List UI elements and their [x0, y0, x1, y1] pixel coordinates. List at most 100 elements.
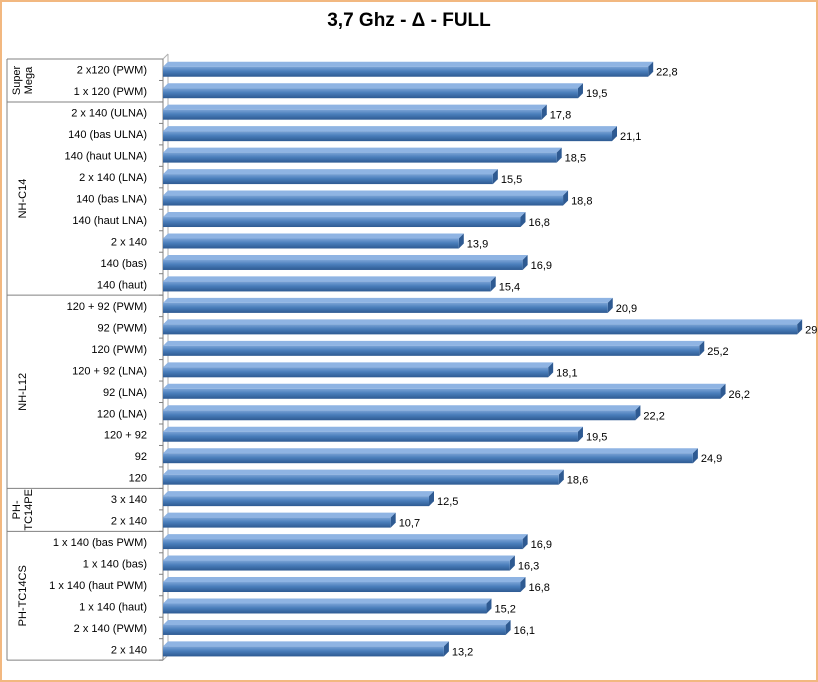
- bar: [163, 169, 498, 185]
- bar-front: [163, 367, 549, 378]
- bar: [163, 405, 641, 421]
- category-label: 140 (bas ULNA): [68, 129, 147, 141]
- category-label: 140 (haut LNA): [72, 215, 147, 227]
- chart-title: 3,7 Ghz - Δ - FULL: [327, 10, 491, 31]
- group-label: PH-TC14CS: [17, 565, 29, 626]
- category-label: 120: [129, 473, 147, 485]
- value-label: 21,1: [620, 131, 641, 143]
- bar-side: [548, 362, 554, 378]
- group-label: PH-TC14PE: [11, 489, 35, 531]
- bar-side: [556, 147, 562, 163]
- bar: [163, 61, 654, 77]
- bar: [163, 448, 698, 464]
- category-label: 1 x 120 (PWM): [74, 86, 147, 98]
- category-label: 92 (PWM): [98, 322, 148, 334]
- bar-side: [492, 169, 498, 185]
- value-label: 10,7: [399, 518, 420, 530]
- bar-front: [163, 259, 523, 270]
- bar-side: [429, 491, 434, 507]
- bar-top: [163, 426, 583, 432]
- category-label: 2 x120 (PWM): [77, 65, 147, 77]
- group-label: NH-C14: [17, 179, 29, 219]
- bar: [163, 383, 726, 399]
- value-label: 15,2: [494, 603, 515, 615]
- value-label: 17,8: [550, 110, 571, 122]
- bar-front: [163, 174, 493, 185]
- bar-front: [163, 217, 521, 228]
- bar-front: [163, 646, 444, 657]
- bar-side: [458, 233, 464, 249]
- value-label: 18,5: [565, 153, 586, 165]
- group-label-line: Super: [11, 65, 23, 95]
- bar-side: [390, 512, 396, 528]
- bar-top: [163, 254, 528, 260]
- bar-front: [163, 131, 613, 142]
- bar-front: [163, 624, 506, 635]
- bar-side: [699, 340, 705, 356]
- bar-top: [163, 619, 511, 625]
- bar: [163, 126, 618, 142]
- bar-side: [520, 212, 526, 228]
- group-label-line: PH-: [11, 500, 23, 519]
- value-label: 19,5: [586, 88, 607, 100]
- bar-front: [163, 560, 510, 571]
- category-label: 2 x 140: [111, 644, 147, 656]
- bar-top: [163, 491, 434, 497]
- bar-side: [509, 555, 515, 571]
- value-label: 16,3: [518, 561, 539, 573]
- bar-top: [163, 233, 464, 239]
- value-label: 19,5: [586, 432, 607, 444]
- bar: [163, 619, 511, 635]
- bar-front: [163, 539, 523, 550]
- bar-top: [163, 362, 554, 368]
- bar-side: [577, 426, 583, 442]
- bar-front: [163, 324, 798, 335]
- category-label: 1 x 140 (haut PWM): [49, 580, 147, 592]
- group-label: SuperMega: [11, 65, 35, 95]
- category-label: 2 x 140 (ULNA): [71, 108, 147, 120]
- bar-side: [797, 319, 803, 335]
- bar-top: [163, 190, 569, 196]
- bar: [163, 233, 464, 249]
- category-label: 120 (LNA): [97, 408, 147, 420]
- value-label: 15,5: [501, 174, 522, 186]
- bar: [163, 426, 583, 442]
- bar-top: [163, 212, 526, 218]
- category-label: 120 + 92: [104, 430, 147, 442]
- bar-top: [163, 641, 449, 647]
- category-label: 3 x 140: [111, 494, 147, 506]
- bar-front: [163, 431, 578, 442]
- value-label: 25,2: [707, 346, 728, 358]
- group-label-line: NH-C14: [17, 179, 29, 219]
- category-label: 140 (bas): [101, 258, 147, 270]
- bar-side: [522, 534, 528, 550]
- value-label: 16,9: [531, 539, 552, 551]
- bar-side: [635, 405, 641, 421]
- bar-front: [163, 66, 649, 77]
- value-label: 18,1: [556, 367, 577, 379]
- bar-front: [163, 109, 542, 120]
- value-label: 18,8: [571, 196, 592, 208]
- bar-top: [163, 319, 803, 325]
- bar-side: [720, 383, 726, 399]
- category-label: 120 + 92 (LNA): [72, 365, 147, 377]
- bar-side: [486, 598, 492, 614]
- group-label-line: NH-L12: [17, 373, 29, 411]
- bar-side: [505, 619, 511, 635]
- bar: [163, 362, 554, 378]
- bar-front: [163, 302, 608, 313]
- value-label: 13,9: [467, 238, 488, 250]
- value-label: 16,8: [529, 217, 550, 229]
- group-label-line: PH-TC14CS: [17, 565, 29, 626]
- bar-side: [558, 469, 564, 485]
- category-label: 2 x 140: [111, 516, 147, 528]
- bar-side: [443, 641, 449, 657]
- bar-side: [541, 104, 547, 120]
- category-label: 92 (LNA): [103, 387, 147, 399]
- bar-front: [163, 238, 459, 249]
- value-label: 16,1: [514, 625, 535, 637]
- bar-front: [163, 582, 521, 593]
- bar: [163, 104, 547, 120]
- bar: [163, 340, 705, 356]
- bar-side: [692, 448, 698, 464]
